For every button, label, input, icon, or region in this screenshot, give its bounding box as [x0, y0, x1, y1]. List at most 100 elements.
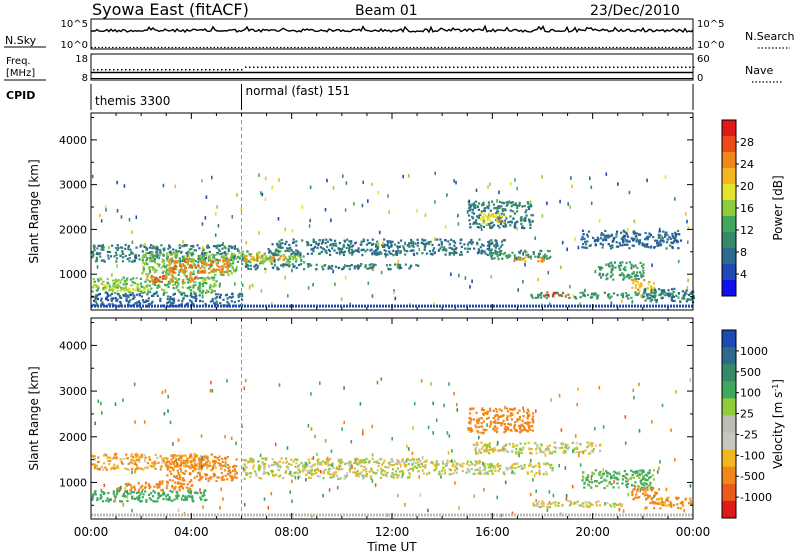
- heatmap-cell: [114, 280, 117, 283]
- heatmap-cell: [191, 264, 194, 267]
- heatmap-cell: [131, 281, 134, 284]
- heatmap-cell: [328, 238, 332, 241]
- heatmap-cell: [458, 464, 461, 467]
- heatmap-cell: [477, 248, 480, 251]
- heatmap-cell: [538, 469, 541, 472]
- heatmap-cell: [519, 428, 522, 431]
- heatmap-cell: [94, 285, 97, 288]
- heatmap-cell: [227, 470, 230, 473]
- heatmap-cell: [97, 460, 100, 464]
- heatmap-cell: [494, 449, 497, 452]
- heatmap-cell: [384, 473, 387, 476]
- heatmap-cell: [657, 236, 660, 239]
- heatmap-cell: [227, 274, 230, 277]
- heatmap-cell: [120, 286, 123, 289]
- heatmap-cell: [150, 302, 153, 305]
- heatmap-cell: [316, 461, 320, 464]
- heatmap-cell: [582, 291, 585, 294]
- heatmap-cell: [622, 235, 624, 240]
- heatmap-cell: [676, 240, 679, 243]
- heatmap-cell: [144, 280, 147, 283]
- heatmap-cell: [116, 490, 119, 493]
- heatmap-cell: [138, 458, 141, 462]
- heatmap-cell: [249, 254, 252, 257]
- heatmap-cell: [648, 469, 651, 472]
- heatmap-cell: [660, 242, 663, 247]
- heatmap-cell: [379, 467, 383, 470]
- heatmap-cell: [616, 482, 619, 485]
- heatmap-cell: [373, 253, 376, 256]
- heatmap-cell: [280, 238, 283, 241]
- heatmap-cell: [512, 463, 515, 466]
- heatmap-cell: [641, 296, 644, 299]
- heatmap-cell: [206, 251, 209, 254]
- heatmap-cell: [192, 460, 195, 463]
- heatmap-cell: [504, 429, 508, 432]
- heatmap-cell: [130, 453, 133, 456]
- heatmap-cell: [595, 294, 598, 297]
- heatmap-cell: [328, 304, 330, 308]
- heatmap-cell: [466, 304, 468, 308]
- heatmap-cell: [321, 265, 324, 268]
- heatmap-cell: [502, 213, 506, 216]
- heatmap-cell: [491, 253, 494, 256]
- heatmap-cell: [244, 259, 247, 263]
- heatmap-cell: [561, 443, 564, 446]
- heatmap-cell: [568, 504, 571, 507]
- heatmap-cell: [615, 476, 618, 479]
- heatmap-cell: [287, 467, 290, 470]
- heatmap-cell: [611, 266, 614, 269]
- heatmap-cell: [282, 263, 285, 266]
- heatmap-cell: [490, 239, 493, 242]
- heatmap-cell: [636, 271, 639, 274]
- heatmap-cell: [529, 257, 532, 260]
- heatmap-cell: [401, 460, 404, 463]
- heatmap-cell: [271, 257, 274, 260]
- heatmap-cell: [387, 194, 389, 198]
- heatmap-cell: [178, 488, 181, 491]
- heatmap-cell: [666, 238, 669, 241]
- heatmap-cell: [196, 244, 199, 247]
- heatmap-cell: [561, 240, 564, 245]
- heatmap-cell: [372, 263, 376, 266]
- heatmap-cell: [256, 258, 259, 261]
- heatmap-cell: [487, 416, 490, 419]
- heatmap-cell: [194, 467, 197, 471]
- heatmap-cell: [185, 465, 188, 468]
- heatmap-cell: [183, 267, 187, 270]
- heatmap-cell: [105, 468, 108, 471]
- heatmap-cell: [649, 300, 652, 303]
- heatmap-cell: [119, 302, 123, 305]
- heatmap-cell: [417, 458, 420, 461]
- heatmap-cell: [282, 265, 285, 268]
- heatmap-cell: [288, 265, 291, 268]
- heatmap-cell: [579, 302, 581, 306]
- heatmap-cell: [304, 465, 307, 468]
- heatmap-cell: [344, 462, 347, 466]
- heatmap-cell: [496, 462, 500, 465]
- heatmap-cell: [332, 186, 335, 190]
- heatmap-cell: [198, 463, 201, 466]
- heatmap-cell: [188, 288, 191, 291]
- heatmap-cell: [226, 300, 229, 304]
- heatmap-cell: [352, 471, 355, 474]
- heatmap-cell: [183, 465, 186, 468]
- heatmap-cell: [551, 469, 554, 472]
- heatmap-cell: [203, 269, 207, 272]
- heatmap-cell: [344, 275, 347, 280]
- heatmap-cell: [670, 297, 673, 300]
- heatmap-cell: [159, 276, 162, 279]
- heatmap-cell: [303, 268, 306, 271]
- heatmap-cell: [397, 460, 401, 463]
- heatmap-cell: [126, 294, 129, 297]
- heatmap-cell: [218, 296, 221, 299]
- heatmap-cell: [123, 289, 126, 292]
- heatmap-cell: [183, 258, 187, 261]
- heatmap-cell: [290, 249, 293, 252]
- heatmap-cell: [536, 502, 539, 506]
- heatmap-cell: [626, 294, 629, 297]
- heatmap-cell: [131, 490, 134, 494]
- heatmap-cell: [125, 467, 128, 471]
- heatmap-cell: [96, 265, 99, 269]
- heatmap-cell: [163, 289, 166, 292]
